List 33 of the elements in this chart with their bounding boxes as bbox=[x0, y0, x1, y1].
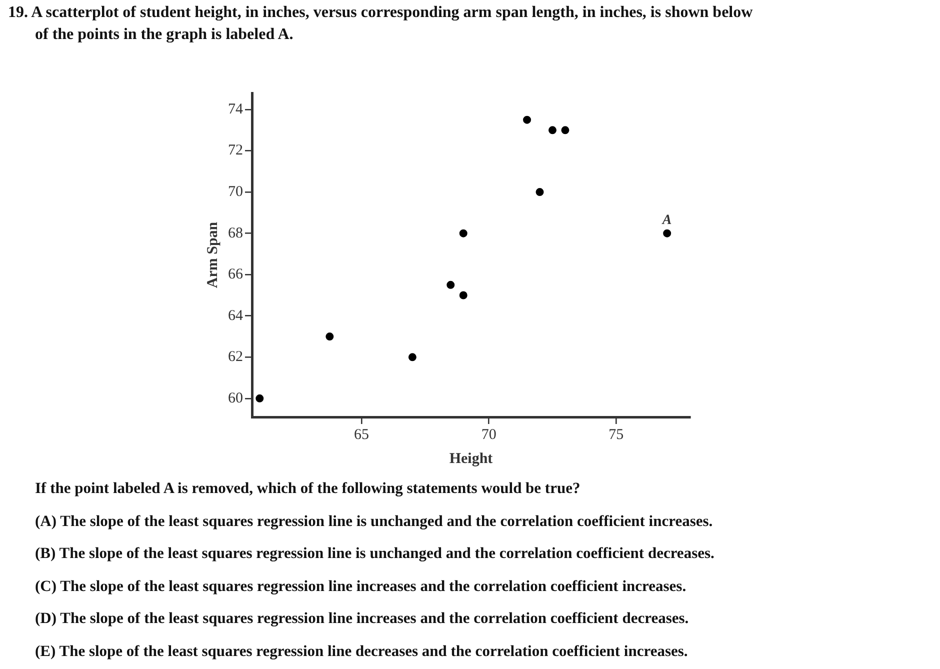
chart-title: 19. A scatterplot of student height, in inches, versus corresponding arm span length, in inches, is shown below bbox=[8, 4, 753, 22]
y-tick-label: 74 bbox=[228, 101, 244, 118]
text: (A) The slope of the least squares regression line is unchanged and the correlation coefficient increases. bbox=[35, 512, 714, 532]
y-tick-label: 66 bbox=[228, 266, 244, 283]
y-tick-label: 72 bbox=[228, 142, 243, 159]
text: If the point labeled A is removed, which of the following statements would be true? bbox=[35, 480, 582, 499]
point bbox=[326, 332, 334, 341]
point bbox=[523, 116, 532, 124]
point bbox=[548, 126, 556, 134]
x-tick-label: 75 bbox=[608, 426, 624, 443]
point bbox=[408, 353, 416, 362]
text: (D) The slope of the least squares regression line increases and the correlation coefficient decreases. bbox=[35, 610, 690, 629]
point bbox=[663, 229, 672, 238]
point bbox=[459, 229, 468, 238]
text: (C) The slope of the least squares regression line increases and the correlation coefficient increases. bbox=[35, 578, 688, 596]
y-tick-label: 70 bbox=[228, 184, 243, 200]
point bbox=[446, 280, 455, 289]
point bbox=[256, 394, 264, 402]
point bbox=[561, 126, 570, 134]
x-tick-label: 65 bbox=[354, 426, 369, 443]
x-tick-label: 70 bbox=[481, 426, 496, 443]
y-tick-label: 60 bbox=[228, 390, 243, 406]
text: (B) The slope of the least squares regression line is unchanged and the correlation coefficient decreases. bbox=[35, 545, 714, 564]
point bbox=[459, 291, 468, 300]
x-axis-title: Height bbox=[449, 450, 493, 467]
y-tick-label: 64 bbox=[228, 308, 244, 324]
point bbox=[536, 188, 544, 196]
y-tick-label: 62 bbox=[228, 349, 243, 366]
text: (E) The slope of the least squares regression line decreases and the correlation coefficient increases. bbox=[35, 642, 689, 662]
chart-subtitle: of the points in the graph is labeled A. bbox=[35, 26, 294, 44]
annotation: A bbox=[661, 212, 672, 228]
y-axis-title: Arm Span bbox=[204, 221, 221, 288]
y-tick-label: 68 bbox=[228, 225, 243, 242]
